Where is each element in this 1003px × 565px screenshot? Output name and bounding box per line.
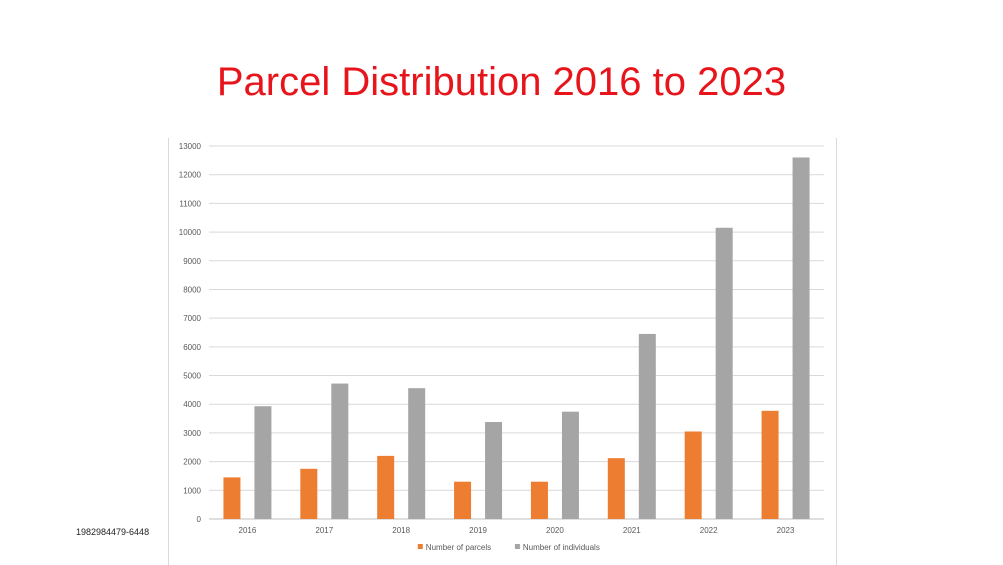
bar-number-of-individuals — [561, 411, 579, 519]
y-tick-label: 1000 — [183, 486, 201, 495]
legend-swatch — [514, 544, 520, 549]
bar-number-of-parcels — [530, 481, 548, 519]
bar-number-of-parcels — [300, 468, 318, 519]
bar-number-of-individuals — [715, 227, 733, 519]
x-tick-label: 2023 — [777, 526, 795, 535]
x-tick-label: 2017 — [315, 526, 333, 535]
bar-number-of-parcels — [607, 458, 625, 519]
bar-chart: 0 1000 2000 3000 4000 5000 6000 7000 8000 9000 100… — [179, 142, 824, 552]
y-tick-label: 6000 — [183, 343, 201, 352]
bar-number-of-parcels — [377, 455, 395, 519]
legend-entry: Number of individuals — [523, 543, 600, 552]
bar-number-of-individuals — [408, 388, 426, 519]
bar-number-of-parcels — [223, 477, 241, 519]
y-tick-label: 4000 — [183, 400, 201, 409]
bar-number-of-individuals — [485, 422, 503, 519]
slide-title: Parcel Distribution 2016 to 2023 — [216, 60, 787, 104]
y-tick-label: 3000 — [183, 429, 201, 438]
x-tick-label: 2022 — [700, 526, 718, 535]
x-tick-label: 2016 — [239, 526, 257, 535]
y-tick-label: 9000 — [183, 257, 201, 266]
legend-swatch — [417, 544, 423, 549]
y-tick-label: 13000 — [179, 142, 202, 151]
y-tick-label: 0 — [197, 515, 202, 524]
bar-number-of-individuals — [254, 406, 272, 519]
y-tick-label: 7000 — [183, 314, 201, 323]
chart-area: 0 1000 2000 3000 4000 5000 6000 7000 8000 9000 100… — [168, 138, 837, 565]
legend-entry: Number of parcels — [426, 543, 491, 552]
x-tick-label: 2018 — [392, 526, 410, 535]
y-tick-label: 5000 — [183, 372, 201, 381]
x-tick-label: 2021 — [623, 526, 641, 535]
x-tick-label: 2019 — [469, 526, 487, 535]
y-tick-label: 8000 — [183, 285, 201, 294]
bar-number-of-parcels — [684, 431, 702, 519]
side-code-label: 1982984479-6448 — [76, 527, 150, 537]
y-tick-label: 2000 — [183, 458, 201, 467]
x-tick-label: 2020 — [546, 526, 564, 535]
bar-number-of-individuals — [792, 157, 810, 519]
bar-number-of-parcels — [761, 410, 779, 519]
y-tick-label: 10000 — [179, 228, 202, 237]
bar-number-of-parcels — [454, 481, 472, 519]
y-tick-label: 11000 — [179, 199, 201, 208]
bar-number-of-individuals — [638, 333, 656, 519]
bar-number-of-individuals — [331, 383, 349, 519]
y-tick-label: 12000 — [179, 171, 202, 180]
